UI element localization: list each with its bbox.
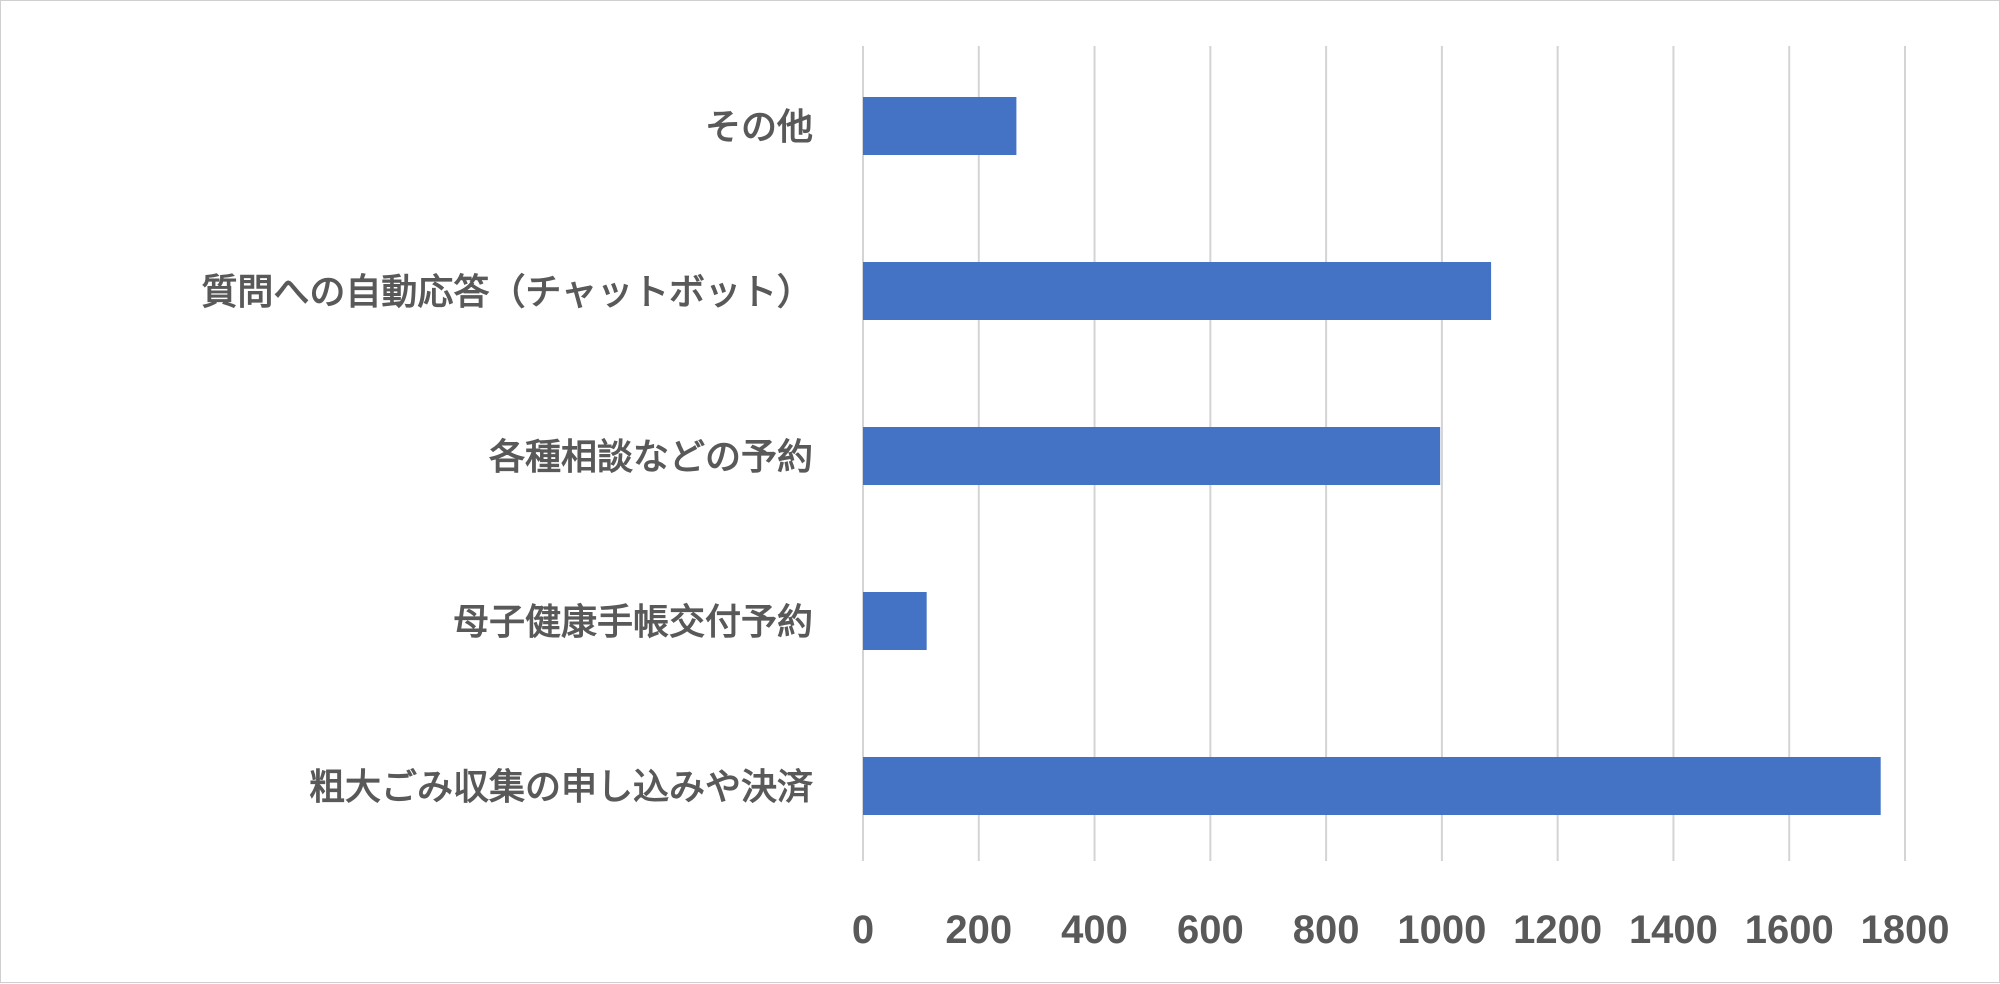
- category-label: 質問への自動応答（チャットボット）: [201, 272, 813, 313]
- category-label: 粗大ごみ収集の申し込みや決済: [309, 767, 813, 808]
- bar: [863, 592, 927, 650]
- bar: [863, 427, 1441, 485]
- bar: [863, 97, 1017, 155]
- category-label: 母子健康手帳交付予約: [453, 601, 813, 643]
- x-tick-label: 800: [1293, 908, 1360, 952]
- x-tick-label: 1200: [1513, 908, 1602, 952]
- category-label: 各種相談などの予約: [489, 437, 813, 478]
- x-tick-label: 1800: [1861, 908, 1950, 952]
- x-tick-label: 0: [852, 908, 874, 952]
- x-tick-label: 1000: [1397, 908, 1486, 952]
- x-tick-label: 600: [1177, 908, 1244, 952]
- x-tick-label: 1400: [1629, 908, 1718, 952]
- x-axis-tick-labels: 0 200 400 600 800 1000 1200 1400 1600 1800: [852, 908, 1950, 952]
- category-label: その他: [705, 107, 813, 148]
- bar: [863, 757, 1881, 815]
- bars: [863, 97, 1881, 815]
- x-tick-label: 1600: [1745, 908, 1834, 952]
- bar: [863, 262, 1492, 320]
- x-tick-label: 400: [1061, 908, 1128, 952]
- x-tick-label: 200: [945, 908, 1012, 952]
